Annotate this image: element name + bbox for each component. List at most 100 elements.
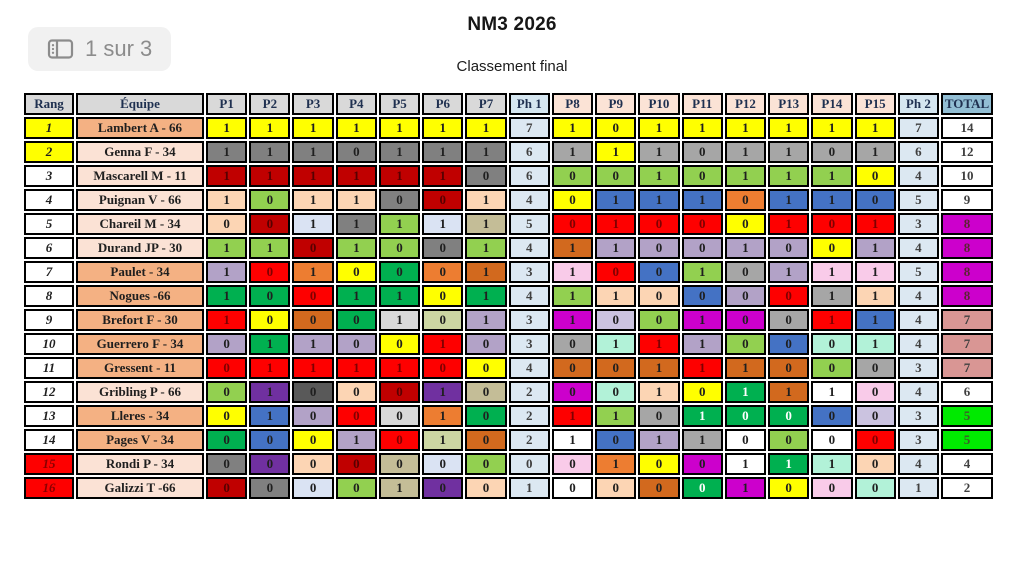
score-cell: 1: [724, 165, 767, 187]
score-cell: 0: [681, 453, 723, 475]
score-cell: 0: [249, 189, 291, 211]
phase2-cell: 4: [897, 381, 939, 403]
score-cell: 0: [249, 285, 291, 307]
phase2-cell: 3: [897, 405, 939, 427]
equipe-cell: Puignan V - 66: [76, 189, 204, 211]
table-row: 7 Paulet - 34 1 0 1 0 0 0 1 3 1 0 0 1 0 1 1 1 5 8: [24, 261, 993, 283]
column-header: P9: [595, 93, 637, 115]
total-cell: 4: [941, 453, 993, 475]
column-header: P6: [422, 93, 464, 115]
table-row: 15 Rondi P - 34 0 0 0 0 0 0 0 0 0 1 0 0 1 1 1 0 4 4: [24, 453, 993, 475]
score-cell: 1: [595, 189, 637, 211]
score-cell: 1: [292, 213, 334, 235]
score-cell: 0: [724, 189, 767, 211]
phase2-cell: 6: [897, 141, 939, 163]
score-cell: 0: [249, 309, 291, 331]
phase2-cell: 3: [897, 429, 939, 451]
score-cell: 1: [724, 453, 767, 475]
score-cell: 0: [378, 261, 421, 283]
equipe-cell: Nogues -66: [76, 285, 204, 307]
equipe-cell: Galizzi T -66: [76, 477, 204, 499]
score-cell: 1: [681, 309, 723, 331]
total-cell: 14: [941, 117, 993, 139]
score-cell: 0: [854, 165, 896, 187]
score-cell: 1: [768, 141, 810, 163]
equipe-cell: Guerrero F - 34: [76, 333, 204, 355]
score-cell: 1: [335, 117, 377, 139]
score-cell: 1: [724, 237, 767, 259]
score-cell: 0: [724, 309, 767, 331]
rang-cell: 3: [24, 165, 74, 187]
score-cell: 1: [638, 357, 680, 379]
total-cell: 12: [941, 141, 993, 163]
equipe-cell: Lambert A - 66: [76, 117, 204, 139]
score-cell: 0: [595, 309, 637, 331]
score-cell: 0: [724, 333, 767, 355]
score-cell: 1: [378, 117, 421, 139]
score-cell: 0: [292, 237, 334, 259]
score-cell: 1: [465, 237, 507, 259]
score-cell: 0: [465, 333, 507, 355]
score-cell: 0: [378, 429, 421, 451]
score-cell: 1: [681, 117, 723, 139]
score-cell: 1: [595, 333, 637, 355]
score-cell: 1: [465, 189, 507, 211]
score-cell: 0: [335, 453, 377, 475]
score-cell: 0: [422, 453, 464, 475]
score-cell: 1: [854, 237, 896, 259]
score-cell: 0: [811, 357, 853, 379]
score-cell: 1: [811, 117, 853, 139]
score-cell: 0: [681, 237, 723, 259]
score-cell: 0: [811, 477, 853, 499]
score-cell: 0: [681, 213, 723, 235]
score-cell: 0: [768, 309, 810, 331]
score-cell: 0: [768, 477, 810, 499]
score-cell: 1: [595, 453, 637, 475]
rang-cell: 6: [24, 237, 74, 259]
score-cell: 0: [768, 405, 810, 427]
score-cell: 0: [206, 381, 248, 403]
score-cell: 0: [638, 477, 680, 499]
score-cell: 0: [378, 381, 421, 403]
phase2-cell: 1: [897, 477, 939, 499]
score-cell: 0: [595, 381, 637, 403]
score-cell: 0: [465, 429, 507, 451]
phase1-cell: 7: [508, 117, 550, 139]
score-cell: 1: [335, 189, 377, 211]
score-cell: 1: [638, 117, 680, 139]
equipe-cell: Gressent - 11: [76, 357, 204, 379]
score-cell: 1: [638, 429, 680, 451]
column-header: Équipe: [76, 93, 204, 115]
score-cell: 0: [551, 381, 594, 403]
score-cell: 1: [465, 309, 507, 331]
score-cell: 0: [249, 261, 291, 283]
score-cell: 0: [206, 477, 248, 499]
score-cell: 0: [681, 285, 723, 307]
score-cell: 0: [811, 405, 853, 427]
score-cell: 0: [206, 213, 248, 235]
score-cell: 1: [292, 141, 334, 163]
score-cell: 0: [378, 333, 421, 355]
rang-cell: 2: [24, 141, 74, 163]
score-cell: 1: [854, 213, 896, 235]
rang-cell: 11: [24, 357, 74, 379]
score-cell: 1: [422, 117, 464, 139]
table-row: 8 Nogues -66 1 0 0 1 1 0 1 4 1 1 0 0 0 0 1 1 4 8: [24, 285, 993, 307]
score-cell: 0: [206, 333, 248, 355]
score-cell: 0: [595, 357, 637, 379]
rang-cell: 8: [24, 285, 74, 307]
score-cell: 0: [681, 477, 723, 499]
score-cell: 0: [595, 477, 637, 499]
score-cell: 0: [249, 453, 291, 475]
total-cell: 7: [941, 357, 993, 379]
score-cell: 0: [638, 285, 680, 307]
score-cell: 0: [595, 429, 637, 451]
score-cell: 1: [811, 189, 853, 211]
score-cell: 1: [378, 165, 421, 187]
page-indicator[interactable]: 1 sur 3: [28, 27, 172, 71]
score-cell: 1: [724, 357, 767, 379]
score-cell: 0: [292, 477, 334, 499]
score-cell: 0: [854, 429, 896, 451]
score-cell: 0: [854, 405, 896, 427]
score-cell: 1: [595, 141, 637, 163]
